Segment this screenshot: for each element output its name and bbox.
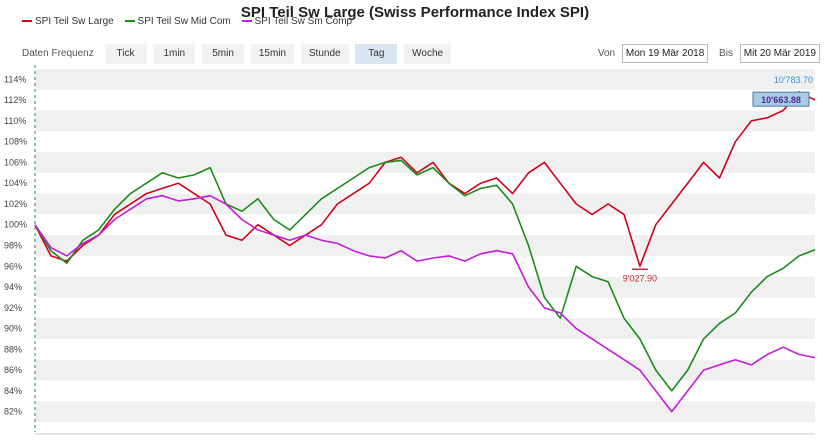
legend-swatch — [22, 20, 32, 23]
current-value-box — [752, 91, 810, 107]
grid-band — [35, 193, 815, 215]
grid-band — [35, 401, 815, 422]
y-tick-label: 88% — [4, 344, 22, 354]
legend-item-mid[interactable]: SPI Teil Sw Mid Com — [124, 16, 231, 27]
legend-item-large[interactable]: SPI Teil Sw Large — [22, 16, 114, 27]
series-line-2 — [34, 159, 816, 392]
y-tick-label: 108% — [4, 137, 27, 147]
legend-swatch — [124, 20, 135, 23]
y-tick-label: 100% — [4, 220, 27, 230]
freq-button-15min[interactable]: 15min — [250, 44, 295, 64]
freq-button-woche[interactable]: Woche — [404, 44, 452, 64]
grid-band — [35, 359, 815, 381]
frequency-label: Daten Frequenz — [22, 48, 94, 59]
y-tick-label: 98% — [4, 241, 22, 251]
grid-band — [35, 276, 815, 298]
freq-button-1min[interactable]: 1min — [153, 44, 196, 64]
legend-swatch — [241, 20, 252, 23]
grid-band — [35, 110, 815, 132]
y-tick-label: 86% — [4, 365, 22, 375]
legend-item-small[interactable]: SPI Teil Sw Sm Comp — [241, 16, 353, 27]
freq-button-tag[interactable]: Tag — [355, 44, 398, 64]
grid-band — [35, 152, 815, 173]
y-tick-label: 92% — [4, 303, 22, 313]
y-tick-label: 110% — [4, 116, 26, 126]
legend: SPI Teil Sw Large SPI Teil Sw Mid Com SP… — [22, 16, 360, 27]
legend-label: SPI Teil Sw Large — [35, 16, 114, 27]
y-tick-label: 94% — [4, 282, 22, 292]
date-range: Von Mon 19 Mär 2018 Bis Mit 20 Mär 2019 — [590, 44, 820, 64]
grid-band — [35, 318, 815, 339]
grid-band — [35, 69, 815, 90]
from-label: Von — [597, 48, 616, 59]
y-tick-label: 102% — [4, 199, 27, 209]
y-tick-label: 82% — [4, 407, 22, 417]
min-value-label: 9'027.90 — [623, 273, 657, 283]
freq-button-stunde[interactable]: Stunde — [300, 44, 349, 64]
frequency-toolbar: Daten Frequenz Tick 1min 5min 15min Stun… — [22, 44, 455, 64]
y-tick-label: 104% — [4, 178, 27, 188]
series-line-1 — [34, 91, 816, 268]
legend-label: SPI Teil Sw Mid Com — [137, 16, 231, 27]
current-value-label: 10'663.88 — [761, 95, 801, 105]
y-tick-label: 112% — [4, 95, 26, 105]
y-tick-label: 106% — [4, 157, 27, 167]
freq-button-5min[interactable]: 5min — [202, 44, 245, 64]
freq-button-tick[interactable]: Tick — [104, 44, 147, 64]
from-date-field[interactable]: Mon 19 Mär 2018 — [621, 44, 709, 63]
y-tick-label: 90% — [4, 324, 22, 334]
y-tick-label: 114% — [4, 74, 26, 84]
to-date-field[interactable]: Mit 20 Mär 2019 — [739, 44, 820, 63]
to-label: Bis — [719, 48, 733, 59]
series-line-3 — [34, 194, 816, 413]
y-tick-label: 96% — [4, 261, 22, 271]
grid-band — [35, 235, 815, 256]
y-tick-label: 84% — [4, 386, 22, 396]
max-value-label: 10'783.70 — [774, 75, 813, 85]
legend-label: SPI Teil Sw Sm Comp — [254, 16, 353, 27]
chart-title: SPI Teil Sw Large (Swiss Performance Ind… — [240, 4, 590, 21]
